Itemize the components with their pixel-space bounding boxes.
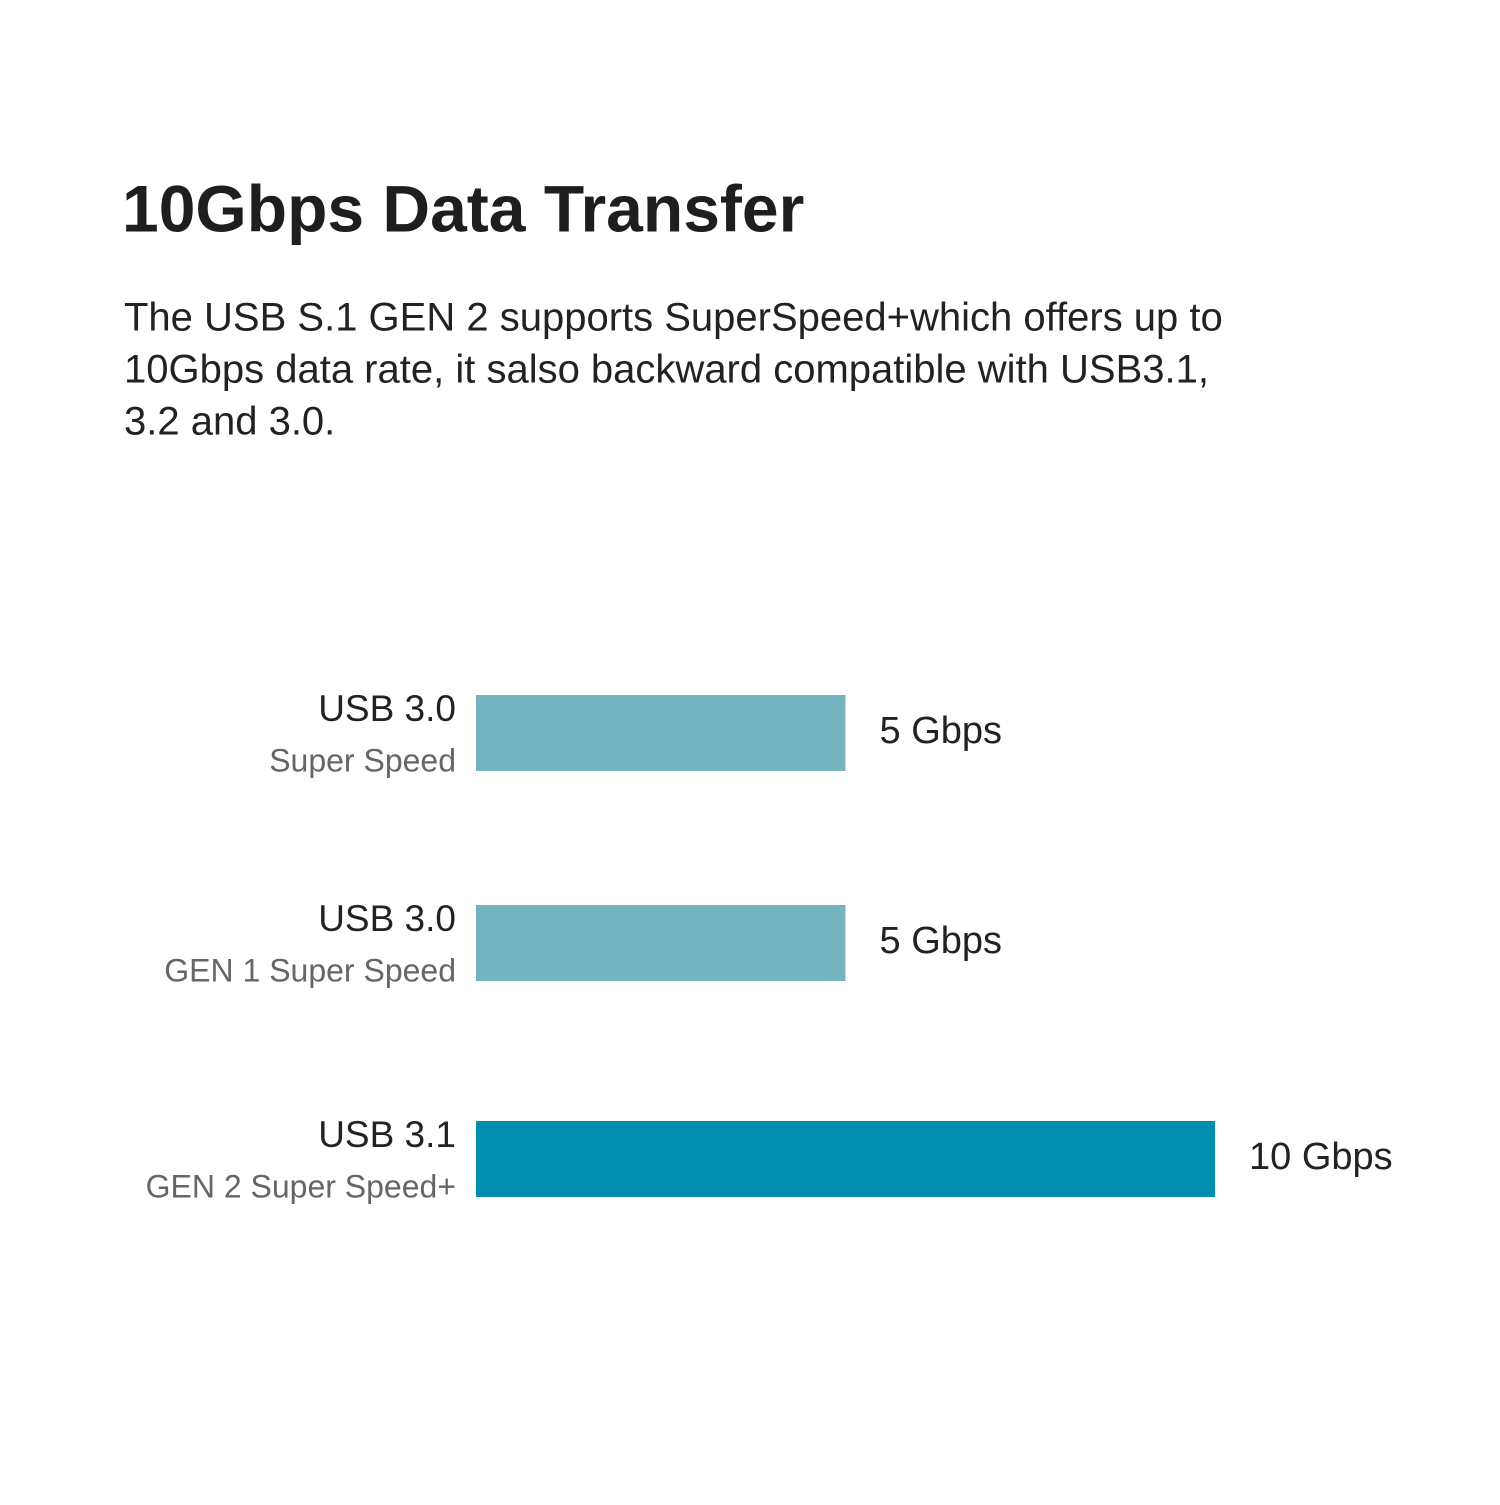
- value-label: 5 Gbps: [880, 920, 1003, 962]
- value-label: 5 Gbps: [880, 710, 1003, 752]
- chart-title: 10Gbps Data Transfer: [122, 171, 804, 245]
- category-label: USB 3.1: [318, 1114, 456, 1155]
- category-subtitle: GEN 1 Super Speed: [164, 952, 456, 988]
- bar: [476, 1121, 1215, 1197]
- description-line: The USB S.1 GEN 2 supports SuperSpeed+wh…: [124, 296, 1223, 340]
- category-label: USB 3.0: [318, 898, 456, 939]
- value-label: 10 Gbps: [1249, 1136, 1393, 1178]
- description-line: 10Gbps data rate, it salso backward comp…: [124, 348, 1209, 392]
- bar: [476, 695, 846, 771]
- category-subtitle: GEN 2 Super Speed+: [146, 1168, 456, 1204]
- bar: [476, 905, 846, 981]
- category-subtitle: Super Speed: [269, 742, 456, 778]
- category-label: USB 3.0: [318, 688, 456, 729]
- description-line: 3.2 and 3.0.: [124, 400, 335, 444]
